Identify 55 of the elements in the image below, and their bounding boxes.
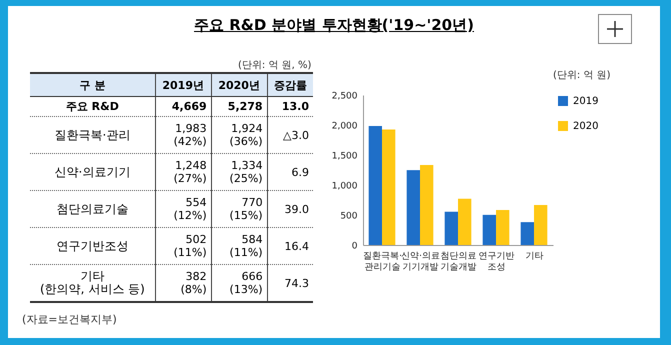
chart-title: 주요 R&D 분야별 투자현황('19~'20년) [193,16,475,35]
text: 첨단의료기술 [30,190,156,228]
text: 1,983 (42%) [155,116,212,154]
text: 증감률 [267,73,313,96]
text: (단위: 억 원, %) [238,59,312,72]
text: 1,334 (25%) [211,154,268,190]
x-tick-label: 신약·의료 기기개발 [401,252,440,272]
text: 502 (11%) [155,228,212,264]
text: 구 분 [30,73,156,96]
bar [420,164,434,245]
text: 5,278 [211,96,268,116]
legend-label: 2019 [573,96,598,107]
text: 질환극복·관리 [30,116,156,154]
legend-label: 2020 [573,121,598,132]
y-tick-label: 1,000 [332,182,358,192]
text: 16.4 [267,228,313,264]
bar [406,170,420,245]
text: 666 (13%) [211,264,268,302]
bar [496,210,510,245]
bar [482,214,496,245]
x-tick-label: 연구기반 조성 [478,252,514,272]
text: 39.0 [267,190,313,228]
y-tick-label: 2,500 [332,92,358,102]
text: 2020년 [211,73,268,96]
y-tick-label: 500 [340,212,358,222]
text: 13.0 [267,96,313,116]
bar [520,222,534,245]
text: 1,924 (36%) [211,116,268,154]
x-tick-label: 기타 [526,252,544,262]
bar [458,198,472,245]
bar [534,205,548,245]
text: △3.0 [267,116,313,154]
x-tick-label: 첨단의료 기술개발 [440,252,476,272]
bar [444,212,458,245]
text: 382 (8%) [155,264,212,302]
text: 2019년 [155,73,212,96]
text: 신약·의료기기 [30,154,156,190]
y-tick-label: 2,000 [332,122,358,132]
y-tick-label: 1,500 [332,152,358,162]
text: 554 (12%) [155,190,212,228]
text: 770 (15%) [211,190,268,228]
text: 주요 R&D [30,96,156,116]
bar [382,130,396,245]
text: (자료=보건복지부) [22,312,117,327]
x-tick-label: 질환극복· 관리기술 [363,252,402,272]
bar [368,126,382,245]
text: 74.3 [267,264,313,302]
y-tick-label: 0 [352,242,358,252]
text: (단위: 억 원) [553,69,611,82]
text: 6.9 [267,154,313,190]
text: 기타 (한의약, 서비스 등) [30,264,156,302]
text: 1,248 (27%) [155,154,212,190]
text: 584 (11%) [211,228,268,264]
text: 연구기반조성 [30,228,156,264]
text: 4,669 [155,96,212,116]
